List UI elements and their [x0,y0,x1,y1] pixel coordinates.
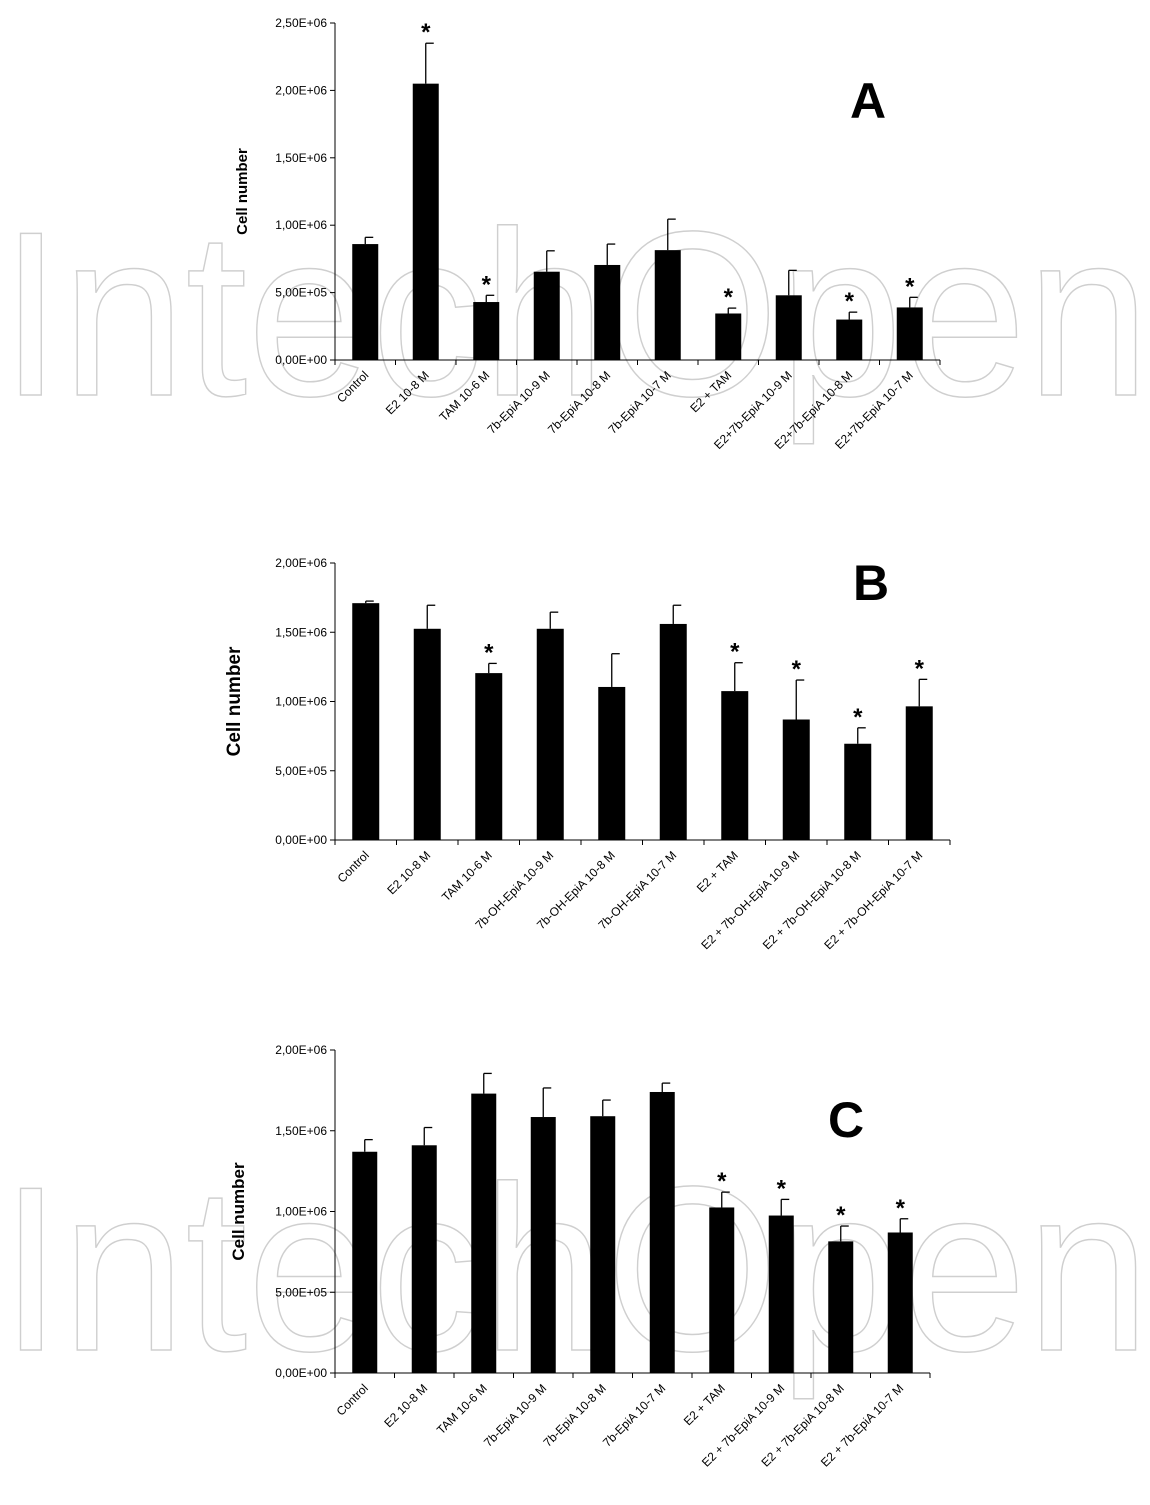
significance-star: * [482,271,492,298]
category-label: TAM 10-6 M [439,848,495,904]
bar [709,1207,735,1373]
bar [836,319,863,360]
significance-star: * [777,1175,787,1202]
bar [721,691,749,840]
bar [413,628,441,840]
y-tick-label: 1,50E+06 [275,1124,327,1138]
y-tick-label: 1,50E+06 [275,625,327,639]
y-axis-title: Cell number [229,1162,248,1261]
category-label: E2 10-8 M [384,848,433,897]
category-label: 7b-EpiA 10-7 M [605,368,673,436]
panel-label: B [853,555,889,611]
y-tick-label: 5,00E+05 [275,764,327,778]
y-tick-label: 0,00E+00 [275,833,327,847]
bar [887,1232,913,1373]
bar [715,313,742,360]
category-label: E2 10-8 M [381,1381,430,1430]
y-tick-label: 2,00E+06 [275,1043,327,1057]
y-tick-label: 1,00E+06 [275,1205,327,1219]
bar [654,250,681,360]
y-tick-label: 0,00E+00 [275,353,327,367]
y-axis-title: Cell number [234,148,251,235]
bar [905,706,933,840]
bar [352,244,379,360]
significance-star: * [724,284,734,311]
category-label: Control [334,1381,371,1418]
bar [896,307,923,360]
panel-label: A [850,73,886,129]
bar [536,628,564,840]
y-tick-label: 5,00E+05 [275,1285,327,1299]
bar [411,1145,437,1373]
bar [844,743,872,840]
significance-star: * [845,288,855,315]
category-label: 7b-EpiA 10-7 M [600,1381,668,1449]
bar [533,271,560,360]
significance-star: * [484,639,494,666]
bar-chart-b: 0,00E+00 5,00E+05 1,00E+06 1,50E+06 2,00E+06… [224,555,951,952]
significance-star: * [853,704,863,731]
bar [475,673,503,840]
category-label: E2 + TAM [694,848,741,895]
significance-star: * [905,273,915,300]
category-label: E2 + TAM [681,1381,728,1428]
category-label: E2 + 7b-OH-EpiA 10-8 M [760,848,864,952]
bar [649,1091,675,1373]
category-label: TAM 10-6 M [436,368,492,424]
significance-star: * [421,19,431,46]
category-label: Control [335,848,372,885]
y-tick-label: 5,00E+05 [275,286,327,300]
bar [768,1215,794,1373]
y-tick-label: 1,00E+06 [275,695,327,709]
y-tick-label: 1,50E+06 [275,151,327,165]
significance-star: * [896,1195,906,1222]
y-axis-title: Cell number [224,646,245,756]
y-tick-label: 1,00E+06 [275,218,327,232]
category-label: 7b-EpiA 10-9 M [481,1381,549,1449]
y-tick-label: 2,50E+06 [275,16,327,30]
category-label: TAM 10-6 M [434,1381,490,1437]
category-label: E2 + TAM [687,368,734,415]
category-label: E2 + 7b-OH-EpiA 10-7 M [821,848,925,952]
bar [598,686,626,840]
significance-star: * [717,1168,727,1195]
chart-panel-c: 0,00E+00 5,00E+05 1,00E+06 1,50E+06 2,00E+06… [0,1020,1150,1500]
chart-panel-a: 0,00E+00 5,00E+05 1,00E+06 1,50E+06 2,00E+06… [0,0,1150,500]
bar [473,302,500,360]
significance-star: * [915,655,925,682]
y-tick-label: 2,00E+06 [275,83,327,97]
bar [352,603,380,840]
y-tick-label: 0,00E+00 [275,1366,327,1380]
bar [594,264,621,360]
panel-label: C [828,1092,864,1148]
bar [659,623,687,840]
bar [471,1093,497,1373]
bar-chart-a: 0,00E+00 5,00E+05 1,00E+06 1,50E+06 2,00E+06… [234,16,941,452]
bar [828,1241,854,1373]
category-label: 7b-EpiA 10-9 M [484,368,552,436]
bar [782,719,810,840]
bar [590,1116,616,1373]
chart-panel-b: 0,00E+00 5,00E+05 1,00E+06 1,50E+06 2,00E+06… [0,520,1150,1010]
bar [352,1151,378,1373]
bar-chart-c: 0,00E+00 5,00E+05 1,00E+06 1,50E+06 2,00E+06… [229,1043,931,1470]
category-label: 7b-EpiA 10-8 M [545,368,613,436]
significance-star: * [792,656,802,683]
bar [412,83,439,360]
category-label: Control [334,368,371,405]
y-tick-label: 2,00E+06 [275,556,327,570]
category-label: E2 10-8 M [383,368,432,417]
bar [530,1117,556,1373]
category-label: 7b-EpiA 10-8 M [540,1381,608,1449]
category-label: E2 + 7b-OH-EpiA 10-9 M [698,848,802,952]
bar [775,295,802,360]
significance-star: * [730,639,740,666]
significance-star: * [836,1202,846,1229]
